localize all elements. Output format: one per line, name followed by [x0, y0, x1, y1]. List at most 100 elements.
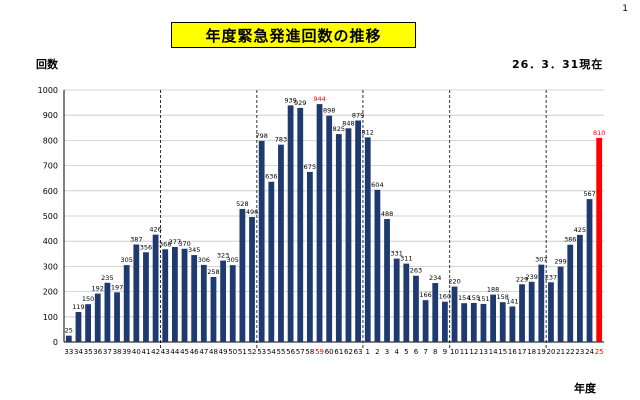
data-label: 426: [149, 226, 161, 234]
data-label: 370: [178, 240, 190, 248]
bar: [104, 282, 111, 342]
chart-title: 年度緊急発進回数の推移: [171, 22, 416, 48]
data-label: 825: [333, 125, 345, 133]
bar: [287, 105, 294, 342]
bar: [499, 302, 506, 342]
data-label: 636: [265, 173, 277, 181]
bar: [85, 304, 91, 342]
x-tick-label: 17: [518, 348, 527, 356]
x-tick-label: 60: [325, 348, 334, 356]
y-tick-label: 700: [43, 162, 58, 171]
as-of-date: 26．3．31現在: [512, 58, 604, 71]
x-tick-label: 41: [142, 348, 151, 356]
bar: [586, 199, 593, 342]
data-label: 299: [554, 258, 566, 266]
x-tick-label: 25: [595, 348, 604, 356]
data-label: 929: [294, 99, 306, 107]
data-label: 386: [564, 236, 576, 244]
data-label: 812: [362, 128, 374, 136]
bar: [278, 144, 284, 342]
y-tick-label: 300: [43, 262, 58, 271]
bar: [345, 128, 352, 342]
data-label: 567: [583, 190, 595, 198]
bar: [519, 284, 525, 342]
bar: [384, 219, 390, 342]
bar: [413, 275, 419, 342]
y-tick-label: 900: [43, 111, 58, 120]
bar: [538, 264, 545, 342]
x-tick-label: 37: [103, 348, 112, 356]
x-tick-label: 5: [404, 348, 408, 356]
bar: [557, 266, 564, 342]
data-label: 258: [207, 268, 219, 276]
data-label: 158: [497, 293, 509, 301]
data-label: 229: [516, 275, 528, 283]
data-label: 798: [255, 132, 267, 140]
y-axis-label: 回数: [36, 58, 58, 71]
data-label: 488: [381, 210, 393, 218]
bar: [451, 286, 458, 342]
x-tick-label: 1: [366, 348, 370, 356]
data-label: 305: [227, 256, 239, 264]
bar: [152, 234, 159, 342]
bar: [297, 107, 304, 342]
bar: [200, 264, 207, 342]
y-tick-label: 0: [53, 338, 58, 347]
x-tick-label: 61: [334, 348, 343, 356]
bar: [307, 171, 313, 342]
x-tick-label: 40: [132, 348, 141, 356]
x-tick-label: 9: [443, 348, 447, 356]
x-tick-label: 42: [151, 348, 160, 356]
x-tick-label: 45: [180, 348, 189, 356]
x-tick-label: 11: [460, 348, 469, 356]
bar: [403, 263, 410, 342]
bar: [480, 303, 487, 342]
x-tick-label: 51: [238, 348, 247, 356]
bar: [172, 246, 178, 342]
data-label: 150: [82, 295, 94, 303]
data-label: 675: [304, 163, 316, 171]
data-label: 306: [198, 256, 210, 264]
data-label: 25: [65, 327, 73, 335]
y-tick-label: 100: [43, 313, 58, 322]
x-tick-label: 2: [375, 348, 379, 356]
bar: [249, 217, 255, 342]
x-tick-label: 62: [344, 348, 353, 356]
bar: [596, 137, 603, 342]
x-tick-label: 12: [469, 348, 478, 356]
x-tick-label: 43: [161, 348, 170, 356]
x-tick-label: 49: [219, 348, 228, 356]
bar: [577, 234, 583, 342]
x-tick-label: 13: [479, 348, 488, 356]
bar: [75, 312, 82, 342]
y-tick-label: 200: [43, 288, 58, 297]
bar: [258, 140, 265, 342]
y-tick-label: 1000: [38, 86, 58, 95]
data-label: 197: [111, 283, 123, 291]
data-label: 141: [506, 297, 518, 305]
bar: [220, 260, 226, 342]
data-label: 160: [439, 293, 451, 301]
bar: [162, 249, 169, 342]
data-label: 368: [159, 240, 171, 248]
x-tick-label: 10: [450, 348, 459, 356]
bar: [316, 104, 323, 342]
bar: [143, 252, 149, 342]
x-tick-label: 35: [84, 348, 93, 356]
x-tick-label: 56: [286, 348, 295, 356]
data-label: 944: [313, 95, 325, 103]
x-tick-label: 4: [394, 348, 399, 356]
data-label: 528: [236, 200, 248, 208]
data-label: 305: [120, 256, 132, 264]
x-tick-label: 36: [93, 348, 102, 356]
bar: [442, 301, 448, 342]
bar: [509, 306, 516, 342]
bar: [364, 137, 371, 342]
x-tick-label: 39: [122, 348, 131, 356]
x-tick-label: 8: [433, 348, 437, 356]
data-label: 939: [284, 96, 296, 104]
data-label: 425: [574, 226, 586, 234]
data-label: 237: [545, 273, 557, 281]
x-tick-label: 59: [315, 348, 324, 356]
